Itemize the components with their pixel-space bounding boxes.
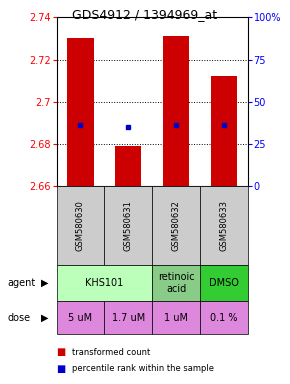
Text: ▶: ▶ [41,313,49,323]
Bar [67,38,94,186]
Text: GDS4912 / 1394969_at: GDS4912 / 1394969_at [72,8,218,22]
Text: KHS101: KHS101 [85,278,124,288]
Text: agent: agent [7,278,35,288]
Text: DMSO: DMSO [209,278,239,288]
Text: GSM580630: GSM580630 [76,200,85,251]
Text: transformed count: transformed count [72,348,151,357]
Bar [211,76,237,186]
Text: 1.7 uM: 1.7 uM [112,313,145,323]
Text: ■: ■ [57,364,66,374]
Text: GSM580631: GSM580631 [124,200,133,251]
Bar [115,146,142,186]
Text: GSM580633: GSM580633 [220,200,229,251]
Text: ■: ■ [57,347,66,357]
Text: dose: dose [7,313,30,323]
Text: 1 uM: 1 uM [164,313,188,323]
Text: ▶: ▶ [41,278,49,288]
Text: 0.1 %: 0.1 % [210,313,238,323]
Text: GSM580632: GSM580632 [172,200,181,251]
Text: 5 uM: 5 uM [68,313,93,323]
Text: retinoic
acid: retinoic acid [158,272,195,294]
Bar [163,36,189,186]
Text: percentile rank within the sample: percentile rank within the sample [72,364,215,373]
